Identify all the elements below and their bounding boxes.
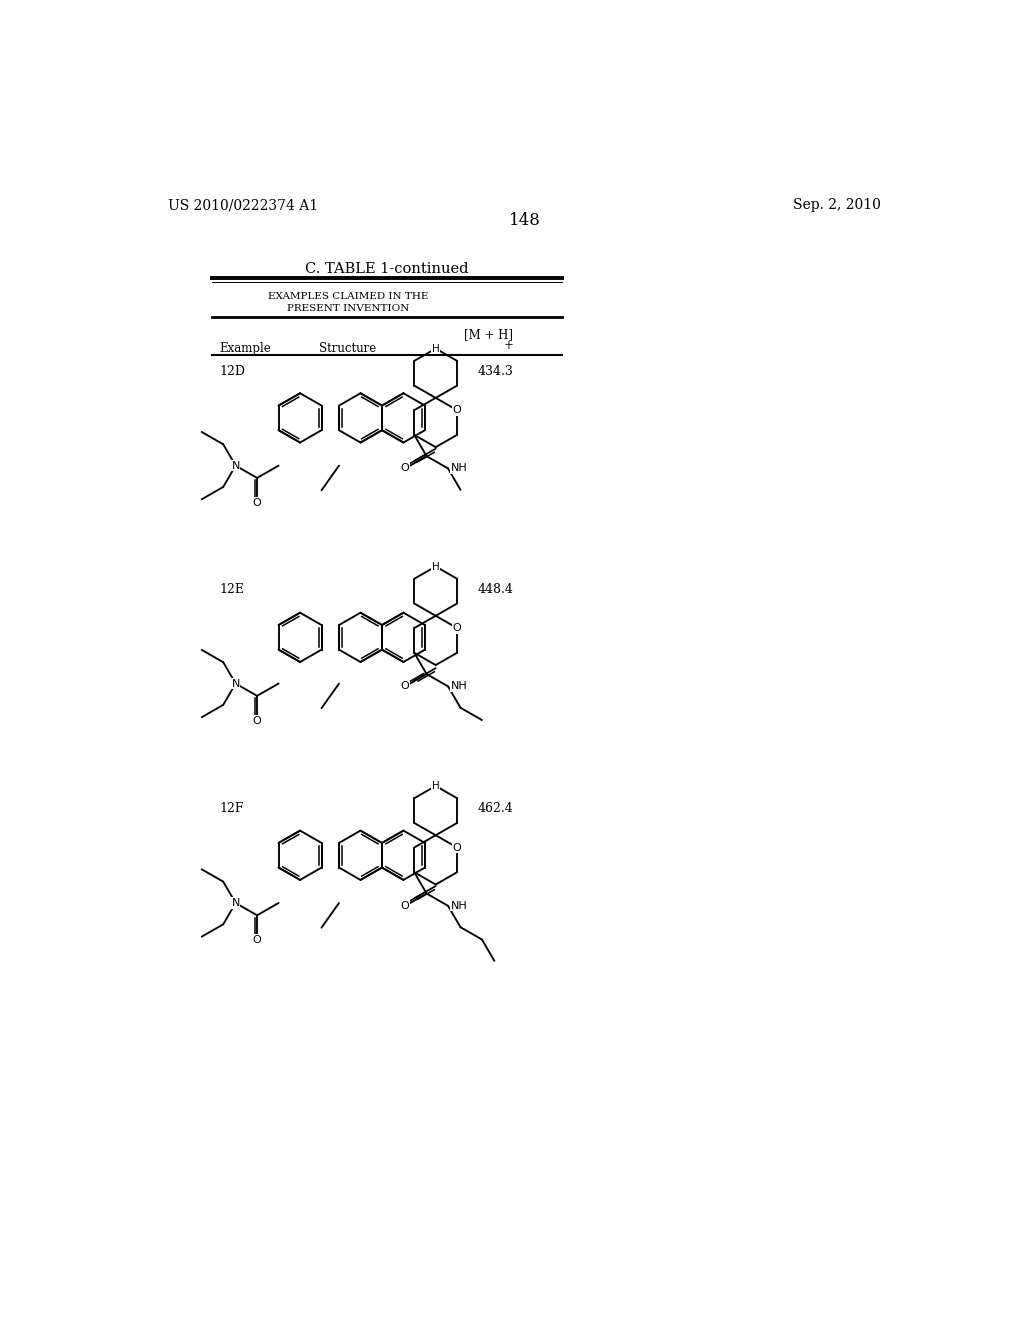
Text: Structure: Structure (319, 342, 377, 355)
Text: 12F: 12F (219, 803, 244, 816)
Text: O: O (453, 623, 462, 634)
Text: 148: 148 (509, 213, 541, 230)
Text: 448.4: 448.4 (477, 582, 513, 595)
Text: 12E: 12E (219, 582, 245, 595)
Text: O: O (253, 715, 261, 726)
Text: +: + (504, 339, 513, 351)
Text: H: H (432, 343, 439, 354)
Text: EXAMPLES CLAIMED IN THE: EXAMPLES CLAIMED IN THE (268, 293, 428, 301)
Text: O: O (400, 681, 410, 692)
Text: NH: NH (451, 681, 467, 692)
Text: Sep. 2, 2010: Sep. 2, 2010 (794, 198, 882, 213)
Text: O: O (400, 900, 410, 911)
Text: N: N (231, 461, 240, 471)
Text: 12D: 12D (219, 364, 246, 378)
Text: Example: Example (219, 342, 271, 355)
Text: O: O (400, 463, 410, 474)
Text: C. TABLE 1-continued: C. TABLE 1-continued (305, 263, 469, 276)
Text: H: H (432, 561, 439, 572)
Text: H: H (432, 781, 439, 791)
Text: NH: NH (451, 463, 467, 474)
Text: 462.4: 462.4 (477, 803, 513, 816)
Text: [M + H]: [M + H] (464, 327, 513, 341)
Text: O: O (453, 842, 462, 853)
Text: 434.3: 434.3 (477, 364, 513, 378)
Text: N: N (231, 898, 240, 908)
Text: N: N (231, 678, 240, 689)
Text: PRESENT INVENTION: PRESENT INVENTION (287, 304, 410, 313)
Text: NH: NH (451, 900, 467, 911)
Text: O: O (253, 935, 261, 945)
Text: O: O (253, 498, 261, 508)
Text: O: O (453, 405, 462, 416)
Text: US 2010/0222374 A1: US 2010/0222374 A1 (168, 198, 318, 213)
